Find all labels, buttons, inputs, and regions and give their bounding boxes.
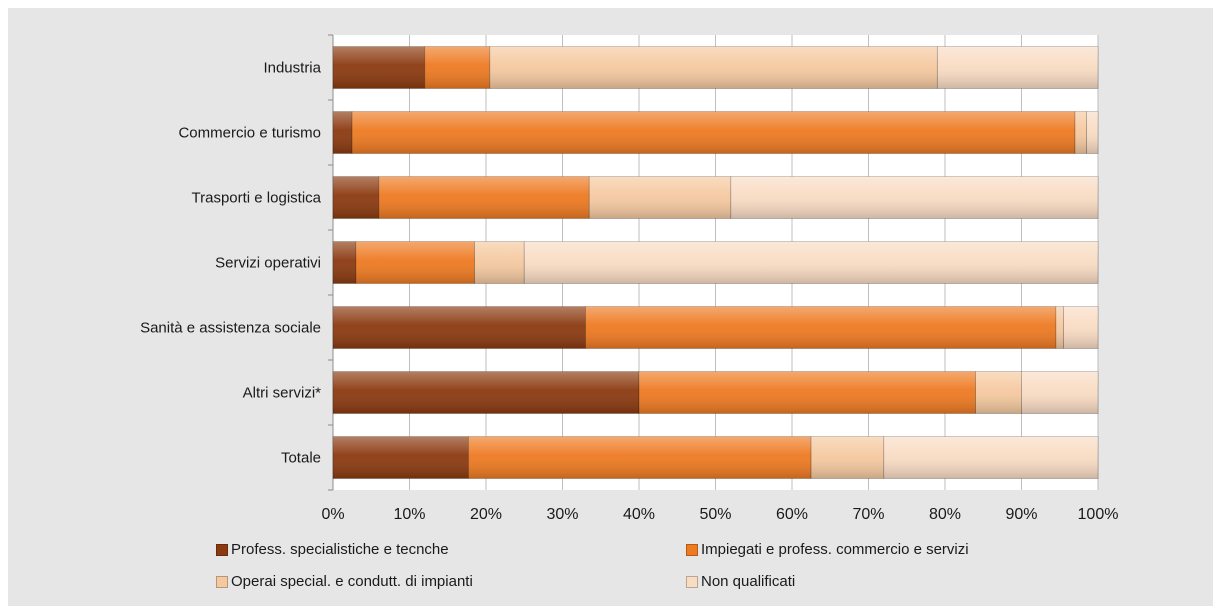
category-label: Totale	[281, 450, 321, 467]
legend-swatch	[686, 543, 698, 556]
category-label: Industria	[263, 60, 321, 77]
legend-label: Impiegati e profess. commercio e servizi	[701, 541, 969, 558]
x-tick-label: 50%	[699, 506, 731, 523]
legend-item-prof-specialistiche: Profess. specialistiche e tecnche	[216, 541, 449, 558]
bar-segment-shading	[811, 436, 884, 479]
bar-segment-shading	[730, 176, 1098, 219]
x-tick-label: 60%	[776, 506, 808, 523]
legend-item-impiegati: Impiegati e profess. commercio e servizi	[686, 541, 969, 558]
x-tick-label: 80%	[929, 506, 961, 523]
category-labels: Industria Commercio e turismo Trasporti e …	[140, 60, 322, 467]
x-tick-label: 10%	[393, 506, 425, 523]
bar-segment-shading	[1063, 306, 1098, 349]
x-tick-label: 40%	[623, 506, 655, 523]
bar-segment-shading	[333, 46, 425, 89]
category-label: Sanità e assistenza sociale	[140, 320, 321, 337]
bar-segment-shading	[1075, 111, 1087, 154]
bar-segment-shading	[378, 176, 590, 219]
bar-segment-shading	[333, 241, 356, 284]
bars-group	[332, 46, 1099, 479]
category-label: Servizi operativi	[215, 255, 321, 272]
bar-segment-shading	[1021, 371, 1098, 414]
legend-item-operai: Operai special. e condutt. di impianti	[216, 573, 473, 590]
x-tick-label: 20%	[470, 506, 502, 523]
bar-segment-shading	[355, 241, 475, 284]
category-label: Trasporti e logistica	[192, 190, 322, 207]
x-tick-labels: 0% 10% 20% 30% 40% 50% 60% 70% 80% 90% 100%	[321, 506, 1118, 523]
bar-segment-shading	[333, 176, 379, 219]
bar-segment-shading	[883, 436, 1098, 479]
legend-label: Non qualificati	[701, 573, 796, 590]
bar-segment-shading	[352, 111, 1076, 154]
legend-item-non-qualificati: Non qualificati	[686, 573, 795, 590]
bar-segment-shading	[639, 371, 976, 414]
legend-label: Profess. specialistiche e tecnche	[231, 541, 449, 558]
legend-swatch	[216, 543, 228, 556]
bar-segment-shading	[333, 111, 353, 154]
x-tick-label: 70%	[852, 506, 884, 523]
stacked-bar-chart: Industria Commercio e turismo Trasporti e …	[140, 34, 1118, 523]
bar-segment-shading	[333, 371, 639, 414]
x-tick-label: 90%	[1005, 506, 1037, 523]
bar-segment-shading	[937, 46, 1098, 89]
bar-segment-shading	[333, 306, 586, 349]
bar-segment-shading	[474, 241, 525, 284]
category-label: Commercio e turismo	[178, 125, 321, 142]
bar-segment-shading	[1086, 111, 1098, 154]
legend-swatch	[686, 575, 698, 588]
x-tick-label: 0%	[321, 506, 344, 523]
legend-label: Operai special. e condutt. di impianti	[231, 573, 473, 590]
category-label: Altri servizi*	[243, 385, 322, 402]
chart-frame: Industria Commercio e turismo Trasporti e …	[8, 8, 1213, 606]
bar-segment-shading	[333, 436, 469, 479]
legend-swatch	[216, 575, 228, 588]
bar-segment-shading	[468, 436, 812, 479]
bar-segment-shading	[489, 46, 938, 89]
bar-segment-shading	[589, 176, 731, 219]
bar-segment-shading	[424, 46, 490, 89]
legend: Profess. specialistiche e tecnche Impieg…	[216, 541, 1116, 601]
bar-segment-shading	[975, 371, 1022, 414]
bar-segment-shading	[524, 241, 1098, 284]
x-tick-label: 30%	[546, 506, 578, 523]
x-tick-label: 100%	[1078, 506, 1119, 523]
bar-segment-shading	[585, 306, 1056, 349]
bar-segment-shading	[1055, 306, 1064, 349]
